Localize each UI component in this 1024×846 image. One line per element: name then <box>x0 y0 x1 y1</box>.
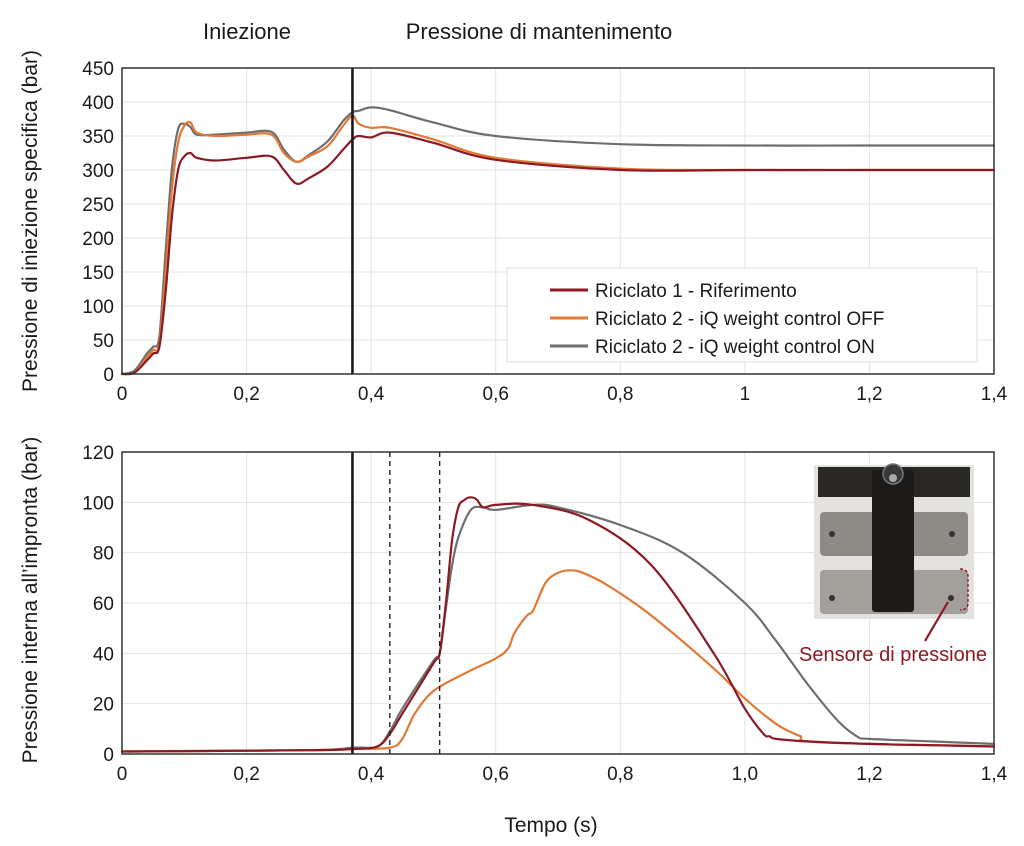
top-x-tick-labels: 0 0,2 0,4 0,6 0,8 1 1,2 1,4 <box>117 384 1008 405</box>
legend-label-riferimento: Riciclato 1 - Riferimento <box>595 281 797 302</box>
top-y-tick-label: 300 <box>82 161 114 182</box>
phase-label-injection: Iniezione <box>203 19 291 44</box>
bot-y-tick-label: 40 <box>93 644 114 665</box>
legend-label-on: Riciclato 2 - iQ weight control ON <box>595 337 875 358</box>
top-x-tick-label: 0,8 <box>607 384 633 405</box>
bottom-y-tick-labels: 0 20 40 60 80 100 120 <box>82 443 114 766</box>
top-series-line-off <box>120 114 996 376</box>
top-y-tick-label: 350 <box>82 127 114 148</box>
bottom-x-tick-labels: 0 0,2 0,4 0,6 0,8 1,0 1,2 1,4 <box>117 764 1008 785</box>
top-y-tick-label: 150 <box>82 263 114 284</box>
inset-sensor-bar <box>872 470 914 612</box>
top-y-tick-label: 200 <box>82 229 114 250</box>
bot-x-tick-label: 0,8 <box>607 764 633 785</box>
annotation-pointer <box>924 601 949 642</box>
bot-y-tick-label: 60 <box>93 594 114 615</box>
top-y-tick-label: 450 <box>82 59 114 80</box>
top-y-tick-label: 50 <box>93 331 114 352</box>
top-x-tick-label: 0,6 <box>483 384 509 405</box>
top-x-tick-label: 1 <box>740 384 751 405</box>
inset-hole-1 <box>829 531 835 537</box>
top-x-tick-label: 0,4 <box>358 384 385 405</box>
bot-y-tick-label: 80 <box>93 544 114 565</box>
top-y-tick-label: 100 <box>82 297 114 318</box>
inset-sensor-point <box>948 595 954 601</box>
top-y-axis-title: Pressione di iniezione specifica (bar) <box>19 50 42 392</box>
bot-x-tick-label: 1,0 <box>732 764 758 785</box>
legend-label-off: Riciclato 2 - iQ weight control OFF <box>595 309 884 330</box>
top-x-tick-label: 1,4 <box>981 384 1008 405</box>
inset-screw-center <box>889 474 897 482</box>
bot-y-tick-label: 20 <box>93 695 114 716</box>
bot-y-tick-label: 0 <box>103 745 114 766</box>
bottom-vertical-markers <box>351 452 441 754</box>
inset-hole-3 <box>829 595 835 601</box>
bottom-chart-panel: 0 20 40 60 80 100 120 0 0,2 0,4 0,6 0,8 1,0 1,2 1,4 P… <box>19 437 1008 837</box>
top-y-tick-label: 400 <box>82 93 114 114</box>
bot-x-tick-label: 0 <box>117 764 128 785</box>
bot-x-tick-label: 0,6 <box>483 764 509 785</box>
top-y-tick-label: 0 <box>103 365 114 386</box>
inset-sensor-bracket <box>959 568 969 611</box>
top-x-tick-label: 0,2 <box>233 384 259 405</box>
bot-x-tick-label: 0,2 <box>233 764 259 785</box>
x-axis-title: Tempo (s) <box>504 814 597 837</box>
top-series-line-riferimento <box>120 131 996 376</box>
top-chart-panel: 0 50 100 150 200 250 300 350 400 450 0 0,2 0,4 0,6 0,… <box>19 50 1008 405</box>
bottom-y-axis-title: Pressione interna all’impronta (bar) <box>19 437 42 764</box>
bot-series-line-off <box>120 569 996 753</box>
phase-label-holding: Pressione di mantenimento <box>406 19 673 44</box>
bot-y-tick-label: 100 <box>82 493 114 514</box>
bottom-plot-frame <box>121 451 995 755</box>
annotation-sensor-label: Sensore di pressione <box>799 644 987 666</box>
bot-x-tick-label: 1,2 <box>856 764 882 785</box>
legend: Riciclato 1 - Riferimento Riciclato 2 - … <box>506 267 978 363</box>
top-x-tick-label: 0 <box>117 384 128 405</box>
top-y-tick-labels: 0 50 100 150 200 250 300 350 400 450 <box>82 59 114 386</box>
top-series-group <box>120 106 996 376</box>
sensor-photo-inset <box>814 463 974 619</box>
bot-y-tick-label: 120 <box>82 443 114 464</box>
bot-x-tick-label: 0,4 <box>358 764 385 785</box>
bot-x-tick-label: 1,4 <box>981 764 1008 785</box>
top-y-tick-label: 250 <box>82 195 114 216</box>
inset-hole-2 <box>949 531 955 537</box>
top-plot-frame <box>121 67 995 375</box>
top-x-tick-label: 1,2 <box>856 384 882 405</box>
